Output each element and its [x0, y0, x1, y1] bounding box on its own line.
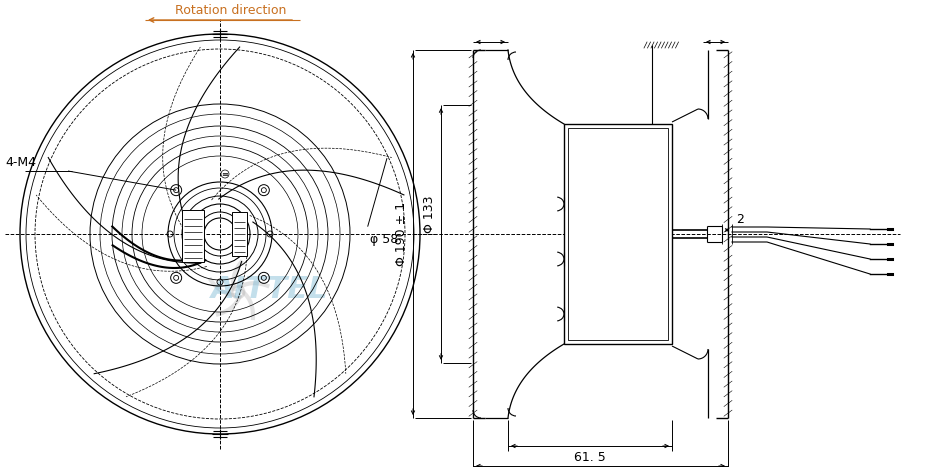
Text: 2: 2 [735, 213, 743, 226]
Text: ≡: ≡ [222, 170, 228, 178]
FancyBboxPatch shape [232, 212, 247, 256]
FancyBboxPatch shape [564, 124, 671, 344]
Text: Φ 133: Φ 133 [423, 195, 436, 233]
FancyBboxPatch shape [567, 128, 667, 340]
Text: Φ 190 ± 1: Φ 190 ± 1 [395, 202, 408, 266]
Text: 4-M4: 4-M4 [5, 156, 36, 169]
Text: 61. 5: 61. 5 [574, 451, 605, 464]
Text: φ 58: φ 58 [370, 233, 398, 246]
Text: Rotation direction: Rotation direction [175, 4, 286, 17]
FancyBboxPatch shape [182, 210, 204, 262]
Text: AITTEL: AITTEL [211, 275, 328, 304]
